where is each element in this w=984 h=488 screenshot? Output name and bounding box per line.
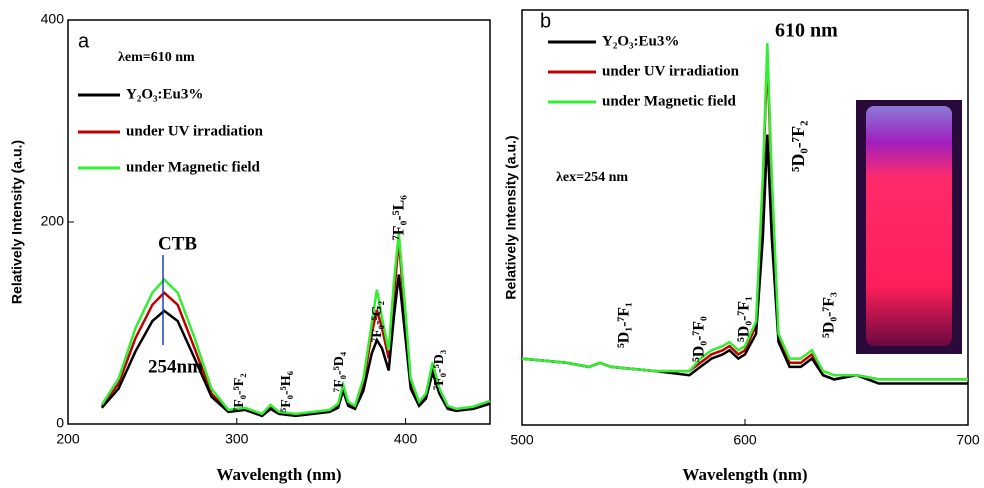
annotation: λex=254 nm [556, 170, 628, 185]
annotation: 610 nm [775, 20, 838, 42]
annotation: ⁷F₀-⁵D₃ [432, 350, 447, 390]
annotation: ⁷F₀-⁵L₆ [391, 195, 408, 240]
spectrum-line [521, 43, 968, 381]
annotation: λem=610 nm [118, 50, 195, 65]
legend-label: under Magnetic field [126, 159, 261, 175]
annotation: 254nm [148, 356, 203, 377]
vial-glow [866, 106, 952, 346]
y-axis-label: Relatively Intensity (a.u.) [9, 140, 25, 304]
x-tick-label: 700 [956, 432, 980, 448]
panel-label: a [78, 30, 90, 52]
annotation: ⁷F₀-⁵D₄ [332, 351, 347, 392]
legend-label: under UV irradiation [126, 123, 264, 139]
legend-label: Y₂O₃:Eu3% [126, 86, 203, 102]
legend-label: Y₂O₃:Eu3% [602, 33, 679, 49]
annotation: ⁷F₀-⁵G₂ [370, 301, 385, 342]
x-axis-label: Wavelength (nm) [216, 465, 341, 484]
legend-label: under UV irradiation [602, 63, 740, 79]
x-tick-label: 500 [510, 432, 534, 448]
annotation: ⁵D₀-⁷F₁ [736, 296, 753, 342]
y-tick-label: 0 [56, 415, 64, 431]
annotation: ⁵D₀-⁷F₀ [691, 316, 708, 362]
x-tick-label: 300 [225, 431, 249, 447]
annotation: ⁷F₀-⁵F₂ [232, 373, 247, 412]
annotation: ⁵D₀-⁷F₃ [821, 292, 838, 338]
annotation: ⁵D₀-⁷F₂ [788, 120, 808, 172]
y-tick-label: 200 [41, 213, 65, 229]
legend-label: under Magnetic field [602, 93, 737, 109]
y-axis-label: Relatively Intensity (a.u.) [503, 135, 519, 299]
x-tick-label: 400 [394, 431, 418, 447]
x-tick-label: 600 [733, 432, 757, 448]
annotation: CTB [158, 233, 197, 254]
panel-label: b [540, 10, 551, 32]
y-tick-label: 400 [41, 11, 65, 27]
x-tick-label: 200 [56, 431, 80, 447]
annotation: ⁵F₀-⁵H₆ [279, 371, 294, 412]
spectrum-line [100, 274, 491, 418]
spectrum-line [100, 232, 491, 416]
x-axis-label: Wavelength (nm) [682, 465, 807, 484]
annotation: ⁵D₁-⁷F₁ [616, 302, 633, 348]
